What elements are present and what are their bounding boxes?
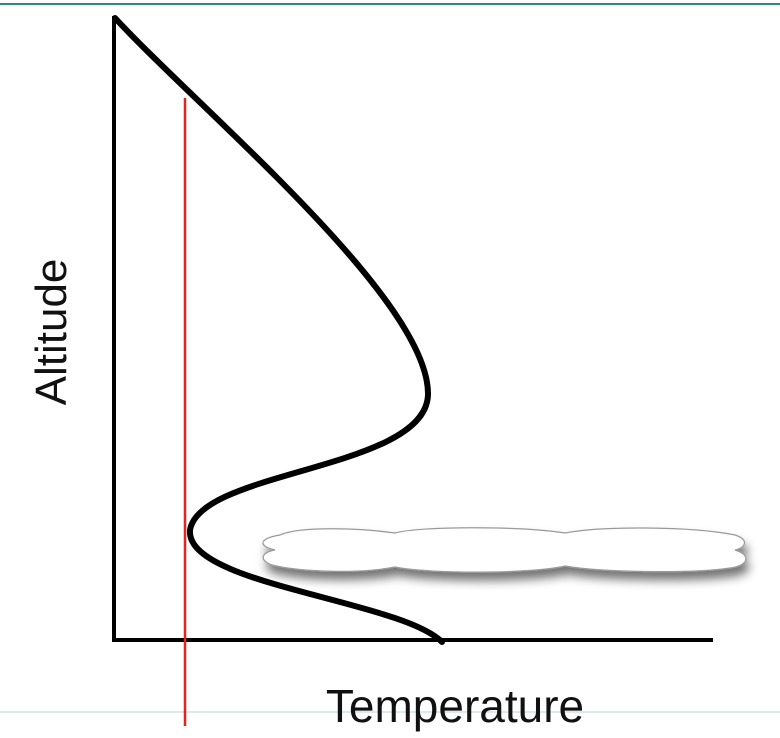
y-axis-label: Altitude — [27, 259, 76, 406]
x-axis-label: Temperature — [326, 680, 584, 732]
cloud — [262, 527, 747, 573]
temperature-profile — [112, 15, 445, 645]
